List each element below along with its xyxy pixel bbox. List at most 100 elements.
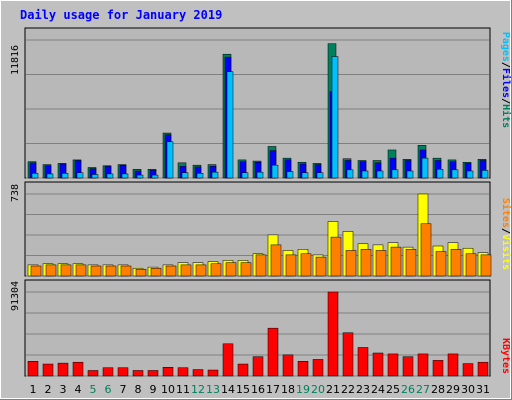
bar-pages-day-28: [436, 168, 444, 179]
bar-pages-day-5: [91, 174, 99, 179]
bar-kbytes-day-17: [267, 327, 279, 377]
bar-sites-day-26: [405, 249, 417, 277]
x-tick-label: 19: [296, 383, 310, 396]
x-tick-label: 8: [135, 383, 142, 396]
x-tick-label: 3: [60, 383, 67, 396]
bar-sites-day-18: [285, 254, 297, 277]
bar-pages-day-4: [76, 172, 84, 179]
bar-kbytes-day-2: [42, 363, 54, 377]
x-tick-label: 20: [311, 383, 325, 396]
bar-kbytes-day-7: [117, 367, 129, 377]
x-tick-label: 15: [236, 383, 250, 396]
bar-kbytes-day-20: [312, 359, 324, 377]
bar-kbytes-day-18: [282, 354, 294, 377]
bar-pages-day-17: [271, 164, 279, 179]
x-tick-label: 13: [206, 383, 220, 396]
bar-sites-day-8: [135, 269, 147, 277]
bar-sites-day-29: [450, 249, 462, 277]
bar-sites-day-6: [105, 265, 117, 277]
bar-pages-day-23: [361, 170, 369, 179]
bar-kbytes-day-8: [132, 370, 144, 377]
bar-sites-day-19: [300, 253, 312, 277]
bar-sites-day-20: [315, 256, 327, 277]
chart-bars: [26, 39, 492, 377]
bar-pages-day-10: [166, 141, 174, 179]
legend-visits: Visits: [500, 234, 512, 270]
bar-kbytes-day-12: [192, 369, 204, 377]
bar-pages-day-27: [421, 157, 429, 179]
x-tick-label: 18: [281, 383, 295, 396]
bar-kbytes-day-11: [177, 367, 189, 377]
bar-kbytes-day-6: [102, 367, 114, 377]
legend-pages-files-hits: Pages/Files/Hits: [500, 32, 512, 128]
bar-sites-day-9: [150, 267, 162, 277]
bar-sites-day-31: [480, 254, 492, 277]
bar-kbytes-day-1: [27, 361, 39, 377]
bar-kbytes-day-31: [477, 361, 489, 377]
x-tick-label: 10: [161, 383, 175, 396]
legend-sep-2: /: [500, 98, 511, 104]
bar-kbytes-day-26: [402, 356, 414, 377]
bar-pages-day-20: [316, 172, 324, 179]
panel3-ymax-label: 91304: [10, 281, 21, 311]
x-tick-label: 17: [266, 383, 280, 396]
bar-pages-day-12: [196, 173, 204, 179]
bar-kbytes-day-27: [417, 353, 429, 377]
bar-sites-day-15: [240, 262, 252, 277]
bar-pages-day-25: [391, 169, 399, 179]
x-tick-label: 4: [75, 383, 82, 396]
bar-pages-day-8: [136, 174, 144, 179]
bar-sites-day-4: [75, 264, 87, 277]
bar-kbytes-day-15: [237, 363, 249, 377]
bar-sites-day-11: [180, 264, 192, 277]
x-tick-label: 28: [431, 383, 445, 396]
bar-sites-day-30: [465, 253, 477, 277]
bar-sites-day-12: [195, 264, 207, 277]
x-tick-label: 25: [386, 383, 400, 396]
x-tick-label: 22: [341, 383, 355, 396]
bar-pages-day-14: [226, 71, 234, 179]
x-tick-label: 29: [446, 383, 460, 396]
bar-kbytes-day-28: [432, 360, 444, 377]
x-tick-label: 11: [176, 383, 190, 396]
legend-files: Files: [500, 68, 512, 98]
bar-pages-day-21: [331, 56, 339, 179]
bar-kbytes-day-3: [57, 362, 69, 377]
bar-pages-day-3: [61, 173, 69, 179]
bar-pages-day-13: [211, 171, 219, 179]
x-tick-label: 31: [476, 383, 490, 396]
bar-kbytes-day-21: [327, 291, 339, 377]
bar-pages-day-18: [286, 171, 294, 179]
bar-sites-day-5: [90, 265, 102, 277]
x-tick-label: 26: [401, 383, 415, 396]
legend-hits: Hits: [500, 104, 512, 128]
legend-kbytes: KBytes: [500, 338, 511, 374]
bar-pages-day-19: [301, 172, 309, 179]
bar-sites-day-27: [420, 223, 432, 277]
bar-pages-day-24: [376, 170, 384, 179]
bar-pages-day-31: [481, 170, 489, 179]
x-tick-label: 9: [150, 383, 157, 396]
x-tick-label: 14: [221, 383, 235, 396]
bar-pages-day-15: [241, 172, 249, 179]
bar-pages-day-6: [106, 173, 114, 179]
bar-sites-day-14: [225, 262, 237, 277]
bar-kbytes-day-24: [372, 352, 384, 377]
bar-pages-day-29: [451, 169, 459, 179]
panel1-ymax-label: 11816: [10, 45, 21, 75]
legend-sep-3: /: [500, 228, 511, 234]
x-tick-label: 24: [371, 383, 385, 396]
bar-kbytes-day-14: [222, 343, 234, 377]
x-tick-label: 7: [120, 383, 127, 396]
bar-kbytes-day-22: [342, 332, 354, 377]
x-tick-label: 12: [191, 383, 205, 396]
bar-pages-day-2: [46, 173, 54, 179]
x-tick-label: 30: [461, 383, 475, 396]
panel2-ymax-label: 738: [10, 184, 21, 202]
legend-pages: Pages: [500, 32, 511, 62]
bar-kbytes-day-13: [207, 369, 219, 377]
bar-kbytes-day-23: [357, 347, 369, 377]
bar-kbytes-day-16: [252, 356, 264, 377]
